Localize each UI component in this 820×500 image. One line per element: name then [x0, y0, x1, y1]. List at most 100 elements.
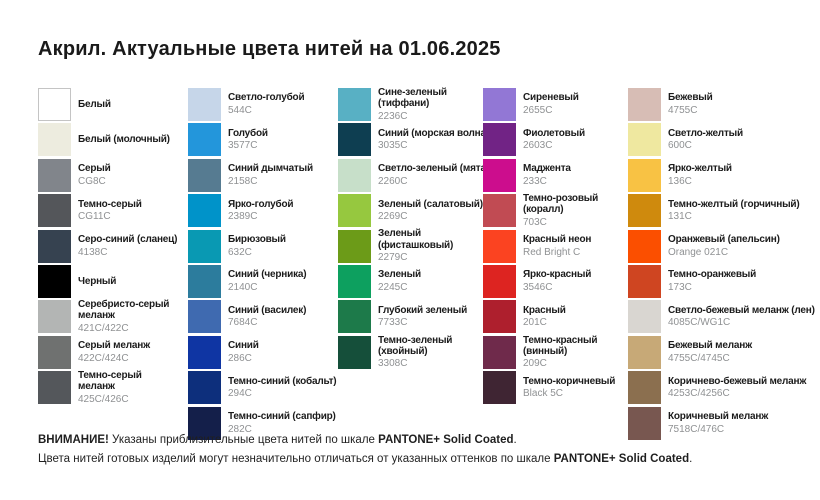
color-code: Red Bright C [523, 246, 581, 258]
color-code: 4253C/4256C [668, 388, 730, 400]
color-name: Темно-серый [78, 198, 142, 210]
color-label: Зеленый (фисташковый) 2279C [378, 228, 490, 263]
color-code: 2245C [378, 282, 408, 294]
color-swatch [628, 264, 661, 298]
color-swatch [483, 229, 516, 263]
color-name: Фиолетовый [523, 127, 585, 139]
color-name: Ярко-желтый [668, 163, 732, 175]
footer-text: . [689, 452, 693, 465]
color-name: Темно-красный (винный) [523, 334, 598, 357]
color-label: Голубой 3577C [228, 128, 340, 152]
swatch-row: Черный [38, 264, 178, 298]
color-name: Коричневый меланж [668, 410, 769, 422]
color-swatch [188, 335, 221, 369]
color-swatch [628, 335, 661, 369]
color-code: 2158C [228, 175, 258, 187]
color-name: Бежевый меланж [668, 340, 752, 352]
color-label: Коричнево-бежевый меланж 4253C/4256C [668, 376, 820, 400]
swatch-row: Темно-розовый (коралл) 703C [483, 193, 635, 228]
swatch-column-1: Белый Белый (молочный) Серый CG8C Темно-серы… [38, 88, 178, 407]
swatch-row: Темно-красный (винный) 209C [483, 335, 635, 370]
color-name: Красный [523, 304, 566, 316]
color-swatch [338, 158, 371, 192]
color-code: 286C [228, 352, 252, 364]
footer-note: ВНИМАНИЕ! Указаны приблизительные цвета … [38, 431, 798, 468]
color-code: 425C/426C [78, 393, 129, 405]
color-label: Темно-серый CG11C [78, 199, 178, 223]
color-name: Зеленый (салатовый) [378, 198, 483, 210]
color-label: Синий 286C [228, 340, 340, 364]
color-name: Бирюзовый [228, 233, 286, 245]
swatch-row: Светло-бежевый меланж (лен) 4085C/WG1C [628, 300, 820, 334]
color-label: Темно-красный (винный) 209C [523, 335, 635, 370]
color-name: Сиреневый [523, 92, 579, 104]
color-label: Серый меланж 422C/424C [78, 340, 178, 364]
color-code: 4085C/WG1C [668, 317, 731, 329]
color-swatch [338, 300, 371, 334]
color-label: Сиреневый 2655C [523, 92, 635, 116]
color-swatch [188, 88, 221, 121]
swatch-row: Серый CG8C [38, 158, 178, 192]
color-swatch [483, 335, 516, 369]
swatch-row: Глубокий зеленый 7733C [338, 300, 490, 334]
color-code: 233C [523, 175, 547, 187]
color-name: Сине-зеленый (тиффани) [378, 86, 447, 109]
color-label: Темно-розовый (коралл) 703C [523, 193, 635, 228]
color-swatch [483, 264, 516, 298]
color-name: Серый [78, 163, 111, 175]
color-swatch [188, 264, 221, 298]
color-name: Темно-розовый (коралл) [523, 192, 599, 216]
color-name: Серо-синий (сланец) [78, 233, 178, 245]
swatch-row: Темно-серый меланж 425C/426C [38, 370, 178, 405]
swatch-row: Темно-синий (кобальт) 294C [188, 371, 340, 405]
color-label: Оранжевый (апельсин) Orange 021C [668, 234, 820, 258]
color-code: 2140C [228, 282, 258, 294]
color-label: Бежевый меланж 4755C/4745C [668, 340, 820, 364]
color-swatch [628, 406, 661, 440]
color-label: Темно-серый меланж 425C/426C [78, 370, 178, 405]
swatch-row: Темно-коричневый Black 5C [483, 371, 635, 405]
swatch-row: Серо-синий (сланец) 4138C [38, 229, 178, 263]
color-name: Белый (молочный) [78, 134, 170, 146]
color-label: Серебристо-серый меланж 421C/422C [78, 299, 178, 334]
color-swatch [188, 406, 221, 440]
footer-text: PANTONE+ Solid Coated [378, 434, 514, 446]
color-label: Серо-синий (сланец) 4138C [78, 234, 178, 258]
color-name: Маджента [523, 163, 571, 175]
swatch-row: Темно-желтый (горчичный) 131C [628, 194, 820, 228]
color-swatch [188, 123, 221, 157]
color-name: Темно-коричневый [523, 375, 616, 387]
footer-line-1: ВНИМАНИЕ! Указаны приблизительные цвета … [38, 431, 798, 450]
color-code: 600C [668, 140, 692, 152]
color-swatch [38, 88, 71, 121]
color-label: Синий (василек) 7684C [228, 305, 340, 329]
color-swatch [38, 264, 71, 298]
swatch-row: Светло-зеленый (мята) 2260C [338, 158, 490, 192]
color-name: Белый [78, 98, 111, 110]
color-swatch [338, 335, 371, 369]
color-code: 4138C [78, 246, 108, 258]
color-name: Светло-зеленый (мята) [378, 163, 489, 175]
color-name: Зеленый (фисташковый) [378, 228, 454, 251]
color-label: Зеленый (салатовый) 2269C [378, 199, 490, 223]
color-label: Красный неон Red Bright C [523, 234, 635, 258]
swatch-row: Синий (василек) 7684C [188, 300, 340, 334]
color-label: Бирюзовый 632C [228, 234, 340, 258]
swatch-row: Серебристо-серый меланж 421C/422C [38, 299, 178, 334]
footer-line-2: Цвета нитей готовых изделий могут незнач… [38, 450, 798, 469]
color-code: 703C [523, 216, 547, 228]
swatch-row: Ярко-голубой 2389C [188, 194, 340, 228]
color-name: Ярко-голубой [228, 198, 294, 210]
color-code: 2260C [378, 175, 408, 187]
color-code: 3308C [378, 358, 408, 370]
color-name: Оранжевый (апельсин) [668, 233, 780, 245]
color-label: Глубокий зеленый 7733C [378, 305, 490, 329]
swatch-grid: Белый Белый (молочный) Серый CG8C Темно-серы… [38, 86, 815, 443]
color-label: Светло-бежевый меланж (лен) 4085C/WG1C [668, 305, 820, 329]
color-code: 131C [668, 211, 692, 223]
footer-text: . [513, 434, 517, 446]
color-code: 4755C [668, 105, 698, 117]
color-swatch [188, 194, 221, 228]
color-code: 2236C [378, 110, 408, 122]
color-code: 422C/424C [78, 352, 129, 364]
